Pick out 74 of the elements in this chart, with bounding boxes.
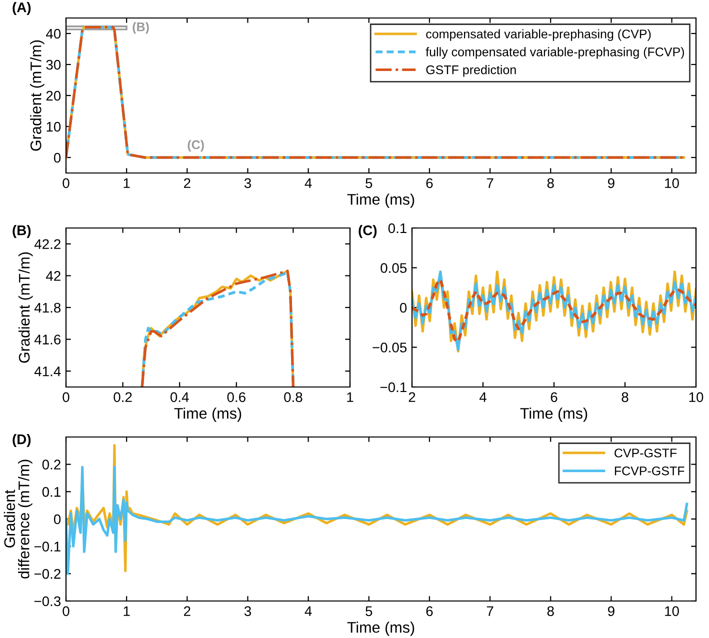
y-tick-label: 0.1 bbox=[388, 223, 406, 234]
chart-title: (B) bbox=[12, 225, 31, 238]
x-tick-label: 4 bbox=[304, 178, 312, 188]
x-tick-label: 4 bbox=[479, 392, 486, 402]
x-axis-title: Time (ms) bbox=[347, 194, 414, 208]
x-tick-label: 8 bbox=[622, 392, 628, 402]
x-tick-label: 6 bbox=[426, 606, 433, 616]
x-tick-label: 7 bbox=[486, 606, 494, 616]
y-tick-label: −0.2 bbox=[34, 569, 60, 579]
x-tick-label: 4 bbox=[304, 606, 312, 616]
annotation: (C) bbox=[188, 140, 204, 152]
y-tick-label: 0 bbox=[400, 302, 407, 313]
y-tick-label: 41.6 bbox=[34, 334, 61, 344]
x-tick-label: 9 bbox=[608, 178, 614, 188]
y-tick-label: −0.3 bbox=[34, 596, 61, 606]
x-tick-label: 0.2 bbox=[114, 392, 132, 402]
y-tick-label: −0.05 bbox=[372, 342, 407, 352]
y-tick-label: 30 bbox=[46, 60, 61, 70]
x-tick-label: 0.6 bbox=[227, 392, 246, 402]
x-tick-label: 3 bbox=[244, 606, 251, 616]
x-tick-label: 5 bbox=[366, 606, 372, 616]
x-tick-label: 7 bbox=[486, 178, 494, 188]
x-tick-label: 0 bbox=[62, 178, 70, 188]
x-tick-label: 1 bbox=[347, 392, 354, 402]
x-tick-label: 9 bbox=[608, 606, 614, 616]
x-tick-label: 8 bbox=[547, 606, 554, 616]
legend-label: FCVP-GSTF bbox=[614, 466, 684, 476]
y-tick-label: 40 bbox=[46, 28, 61, 39]
y-tick-label: 0 bbox=[54, 514, 61, 524]
y-tick-label: 42 bbox=[46, 271, 60, 281]
y-tick-label: 10 bbox=[46, 122, 61, 132]
chart-title: (D) bbox=[12, 434, 31, 447]
y-tick-label: 41.4 bbox=[34, 366, 61, 376]
chart-title: (C) bbox=[358, 225, 377, 238]
x-axis-title: Time (ms) bbox=[520, 408, 588, 422]
x-tick-label: 0 bbox=[62, 606, 70, 616]
y-tick-label: 0.1 bbox=[42, 487, 60, 497]
x-tick-label: 1 bbox=[124, 606, 130, 616]
line-series bbox=[412, 278, 696, 344]
x-tick-label: 8 bbox=[547, 178, 554, 188]
x-tick-label: 1 bbox=[124, 178, 130, 188]
x-tick-label: 0 bbox=[62, 392, 70, 402]
x-tick-label: 6 bbox=[550, 392, 558, 402]
x-tick-label: 3 bbox=[244, 178, 251, 188]
y-tick-label: −0.1 bbox=[34, 542, 60, 552]
x-axis-title: Time (ms) bbox=[174, 408, 242, 422]
x-tick-label: 5 bbox=[366, 178, 372, 188]
y-tick-label: 42.2 bbox=[34, 239, 60, 249]
y-tick-label: −0.1 bbox=[380, 382, 406, 392]
x-tick-label: 6 bbox=[426, 178, 433, 188]
y-tick-label: 0 bbox=[54, 152, 61, 163]
x-tick-label: 10 bbox=[665, 178, 679, 188]
x-tick-label: 10 bbox=[665, 606, 679, 616]
chart-title: (A) bbox=[12, 2, 31, 15]
line-series bbox=[66, 466, 688, 575]
x-tick-label: 2 bbox=[184, 178, 190, 188]
y-tick-label: 0.2 bbox=[42, 460, 60, 470]
y-tick-label: 20 bbox=[46, 90, 61, 101]
x-tick-label: 2 bbox=[408, 392, 416, 402]
x-tick-label: 2 bbox=[184, 606, 190, 616]
y-axis-title: Gradient (mT/m) bbox=[18, 252, 33, 363]
legend-label: GSTF prediction bbox=[426, 65, 516, 77]
y-axis-title: Gradient difference (mT/m) bbox=[4, 460, 32, 578]
x-axis-title: Time (ms) bbox=[347, 622, 414, 636]
legend-label: fully compensated variable-prephasing (FCVP) bbox=[426, 47, 684, 59]
x-tick-label: 0.8 bbox=[284, 392, 302, 402]
annotation: (B) bbox=[132, 22, 149, 34]
x-tick-label: 0.4 bbox=[170, 392, 189, 402]
y-axis-title: Gradient (mT/m) bbox=[30, 40, 44, 151]
y-tick-label: 41.8 bbox=[34, 302, 61, 313]
y-tick-label: 0.05 bbox=[380, 263, 407, 273]
legend-label: compensated variable-prephasing (CVP) bbox=[426, 29, 651, 41]
legend-label: CVP-GSTF bbox=[614, 448, 677, 458]
x-tick-label: 10 bbox=[689, 392, 704, 402]
